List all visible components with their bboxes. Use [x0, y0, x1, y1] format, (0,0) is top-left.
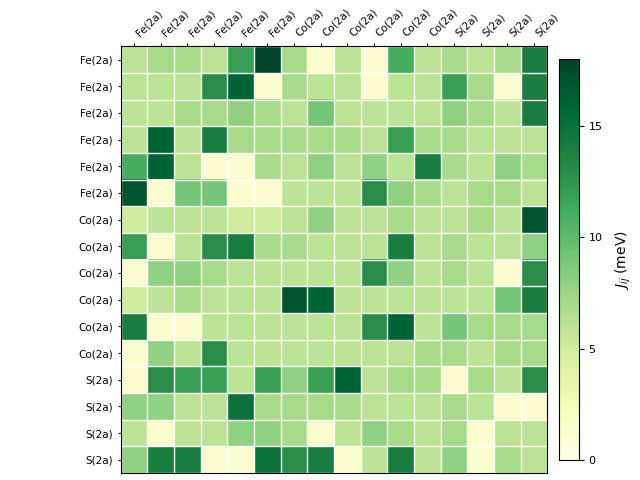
Y-axis label: $J_{ij}$ (meV): $J_{ij}$ (meV) [614, 230, 633, 289]
